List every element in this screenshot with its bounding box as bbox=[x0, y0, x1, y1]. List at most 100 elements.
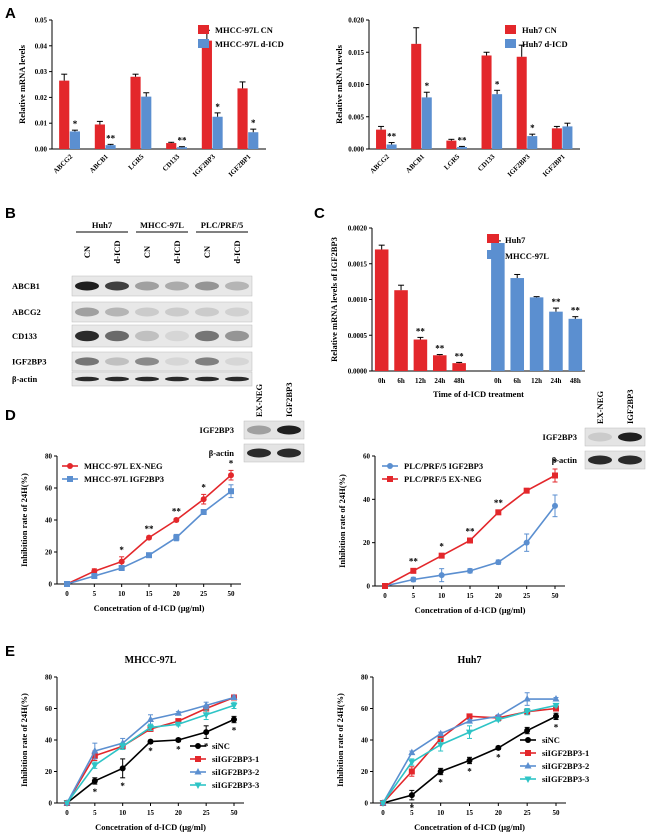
A2-bar bbox=[386, 144, 397, 149]
E1-point bbox=[91, 777, 98, 784]
D2-x-tick-label: 0 bbox=[383, 592, 387, 600]
A2-significance: * bbox=[425, 81, 430, 91]
D1-significance: * bbox=[201, 482, 206, 492]
D1-point bbox=[146, 552, 152, 559]
D1-x-tick-label: 0 bbox=[65, 590, 69, 598]
blot-d2-lane-label: IGF2BP3 bbox=[625, 390, 635, 424]
blot-b-band bbox=[195, 281, 219, 291]
A1-y-tick-label: 0.02 bbox=[35, 94, 48, 102]
E2-point bbox=[379, 800, 387, 807]
A1-x-tick-label: LGR5 bbox=[127, 152, 146, 171]
D2-x-tick-label: 5 bbox=[412, 592, 416, 600]
D2-point bbox=[495, 559, 502, 566]
A1-legend-swatch bbox=[198, 25, 209, 34]
blot-b-band bbox=[105, 330, 129, 342]
A2-y-tick-label: 0.005 bbox=[348, 113, 364, 121]
blot-b-band bbox=[225, 307, 249, 317]
E2-significance: * bbox=[554, 723, 559, 733]
A1-significance: ** bbox=[177, 136, 187, 146]
A1-y-tick-label: 0.00 bbox=[35, 146, 48, 154]
E2-point bbox=[494, 717, 502, 724]
blot-d1-lane-label: EX-NEG bbox=[254, 384, 264, 417]
E1-legend-marker bbox=[195, 756, 201, 762]
D2-y-tick-label: 40 bbox=[363, 496, 371, 504]
E2-point bbox=[524, 727, 531, 734]
blot-b-membrane bbox=[71, 301, 253, 323]
blot-b-band bbox=[75, 376, 99, 382]
E1-x-tick-label: 50 bbox=[231, 809, 239, 817]
A1-legend-label: MHCC-97L d-ICD bbox=[215, 39, 284, 49]
E1-y-tick-label: 60 bbox=[45, 705, 53, 713]
E2-x-tick-label: 5 bbox=[410, 809, 414, 817]
E2-legend-marker bbox=[524, 762, 532, 769]
blot-b-band bbox=[75, 357, 99, 366]
A2-legend-label: Huh7 d-ICD bbox=[522, 39, 568, 49]
panel-label-c: C bbox=[314, 205, 325, 222]
blot-b-band bbox=[135, 281, 159, 291]
E1-point bbox=[175, 718, 182, 725]
D2-x-label: Concetration of d-ICD (μg/ml) bbox=[415, 605, 526, 615]
A2-bar bbox=[481, 55, 492, 149]
C-bar bbox=[413, 339, 428, 371]
D2-x-tick-label: 15 bbox=[467, 592, 475, 600]
E2-point bbox=[466, 713, 473, 720]
E1-title: MHCC-97L bbox=[125, 655, 177, 666]
blot-b-membrane bbox=[71, 351, 253, 372]
E1-y-tick-label: 0 bbox=[49, 800, 53, 808]
blot-b-lane-label: d-ICD bbox=[232, 240, 242, 263]
D1-significance: ** bbox=[145, 524, 155, 534]
A2-legend-label: Huh7 CN bbox=[522, 25, 558, 35]
D1-legend-marker bbox=[67, 463, 73, 469]
D2-x-tick-label: 25 bbox=[523, 592, 531, 600]
E2-point bbox=[495, 744, 502, 751]
blot-b-protein-label: ABCG2 bbox=[12, 307, 41, 317]
C-legend-swatch bbox=[487, 250, 499, 259]
D2-legend-label: PLC/PRF/5 IGF2BP3 bbox=[404, 461, 483, 471]
D1-point bbox=[91, 573, 98, 579]
D1-legend-label: MHCC-97L EX-NEG bbox=[84, 461, 163, 471]
E1-point bbox=[202, 701, 210, 708]
A1-bar bbox=[59, 80, 70, 149]
blot-b-band bbox=[225, 330, 249, 342]
D2-point bbox=[552, 502, 558, 509]
E2-legend-label: siIGF2BP3-3 bbox=[542, 774, 589, 784]
blot-b-band bbox=[195, 376, 219, 382]
D2-legend-marker bbox=[387, 476, 393, 482]
E2-significance: * bbox=[410, 803, 415, 813]
C-bar bbox=[529, 297, 544, 371]
blot-b-band bbox=[195, 307, 219, 317]
C-significance: ** bbox=[571, 306, 581, 316]
A2-bar bbox=[411, 43, 422, 149]
C-bar bbox=[510, 278, 525, 371]
D1-y-tick-label: 40 bbox=[45, 517, 53, 525]
D1-legend-label: MHCC-97L IGF2BP3 bbox=[84, 474, 164, 484]
E1-point bbox=[147, 724, 154, 732]
E1-point bbox=[230, 702, 238, 710]
A2-bar bbox=[551, 128, 562, 149]
blot-d2-band bbox=[618, 455, 642, 465]
blot-b-band bbox=[105, 281, 129, 291]
D1-x-tick-label: 10 bbox=[118, 590, 126, 598]
A1-significance: * bbox=[73, 119, 78, 129]
A2-y-label: Relative mRNA levels bbox=[334, 44, 344, 124]
E2-point bbox=[552, 702, 560, 710]
A2-y-tick-label: 0.010 bbox=[348, 81, 364, 89]
E2-y-tick-label: 0 bbox=[365, 800, 369, 808]
E1-legend-label: siIGF2BP3-2 bbox=[212, 767, 259, 777]
blot-b-protein-label: CD133 bbox=[12, 331, 37, 341]
D2-point bbox=[382, 583, 388, 589]
blot-b-lane-label: d-ICD bbox=[172, 240, 182, 263]
E2-y-tick-label: 60 bbox=[361, 705, 369, 713]
A2-y-tick-label: 0.020 bbox=[348, 17, 364, 25]
blot-b-band bbox=[195, 357, 219, 366]
A2-significance: ** bbox=[457, 135, 467, 145]
D1-point bbox=[200, 496, 207, 503]
C-bar bbox=[568, 318, 583, 371]
C-significance: ** bbox=[416, 326, 426, 336]
E2-point bbox=[523, 695, 531, 702]
blot-b-band bbox=[135, 357, 159, 366]
blot-b-lane-label: CN bbox=[202, 245, 212, 258]
A1-significance: * bbox=[215, 102, 220, 112]
E2-y-tick-label: 80 bbox=[361, 674, 369, 682]
D2-significance: * bbox=[439, 542, 444, 552]
